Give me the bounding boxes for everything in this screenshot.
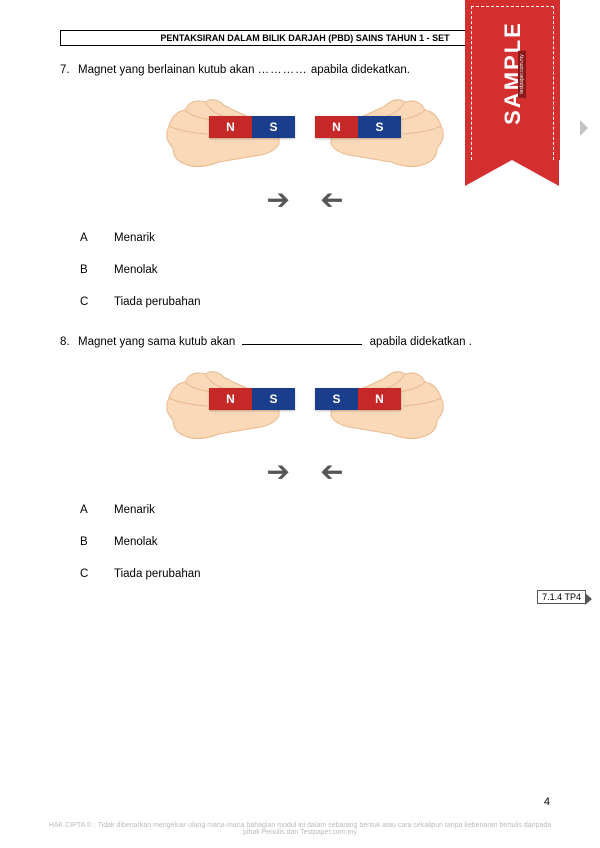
q8-arrows: ➔ ➔ [60, 458, 550, 486]
q7-option-b[interactable]: BMenolak [80, 264, 550, 276]
q7-options: AMenarik BMenolak CTiada perubahan [80, 232, 550, 308]
q7-magnet-left: N S [209, 116, 295, 138]
q8-magnet-left: N S [209, 388, 295, 410]
question-8: 8.Magnet yang sama kutub akan apabila di… [60, 336, 550, 580]
q7-magnet-right: N S [315, 116, 401, 138]
q8-option-a[interactable]: AMenarik [80, 504, 550, 516]
q7-option-a[interactable]: AMenarik [80, 232, 550, 244]
q8-magnet-right: S N [315, 388, 401, 410]
page-number: 4 [544, 796, 550, 808]
question-8-text: 8.Magnet yang sama kutub akan apabila di… [60, 336, 550, 348]
q8-options: AMenarik BMenolak CTiada perubahan [80, 504, 550, 580]
arrow-right-icon: ➔ [267, 186, 290, 214]
q7-option-c[interactable]: CTiada perubahan [80, 296, 550, 308]
q8-hand-right: S N [317, 360, 447, 452]
arrow-left-icon: ➔ [320, 458, 343, 486]
copyright-footer: HAK CIPTA © : Tidak dibenarkan mengeluar… [0, 822, 600, 836]
q8-diagram: N S S N ➔ ➔ [60, 360, 550, 486]
q7-hand-right: N S [317, 88, 447, 180]
sample-subtext: testpaper.com.my [518, 50, 526, 97]
standard-tag: 7.1.4 TP4 [537, 590, 586, 604]
arrow-right-icon: ➔ [267, 458, 290, 486]
arrow-left-icon: ➔ [320, 186, 343, 214]
q8-option-b[interactable]: BMenolak [80, 536, 550, 548]
q7-hand-left: N S [163, 88, 293, 180]
q8-hand-left: N S [163, 360, 293, 452]
q8-option-c[interactable]: CTiada perubahan [80, 568, 550, 580]
q7-arrows: ➔ ➔ [60, 186, 550, 214]
sample-ribbon: SAMPLE testpaper.com.my [465, 0, 560, 160]
